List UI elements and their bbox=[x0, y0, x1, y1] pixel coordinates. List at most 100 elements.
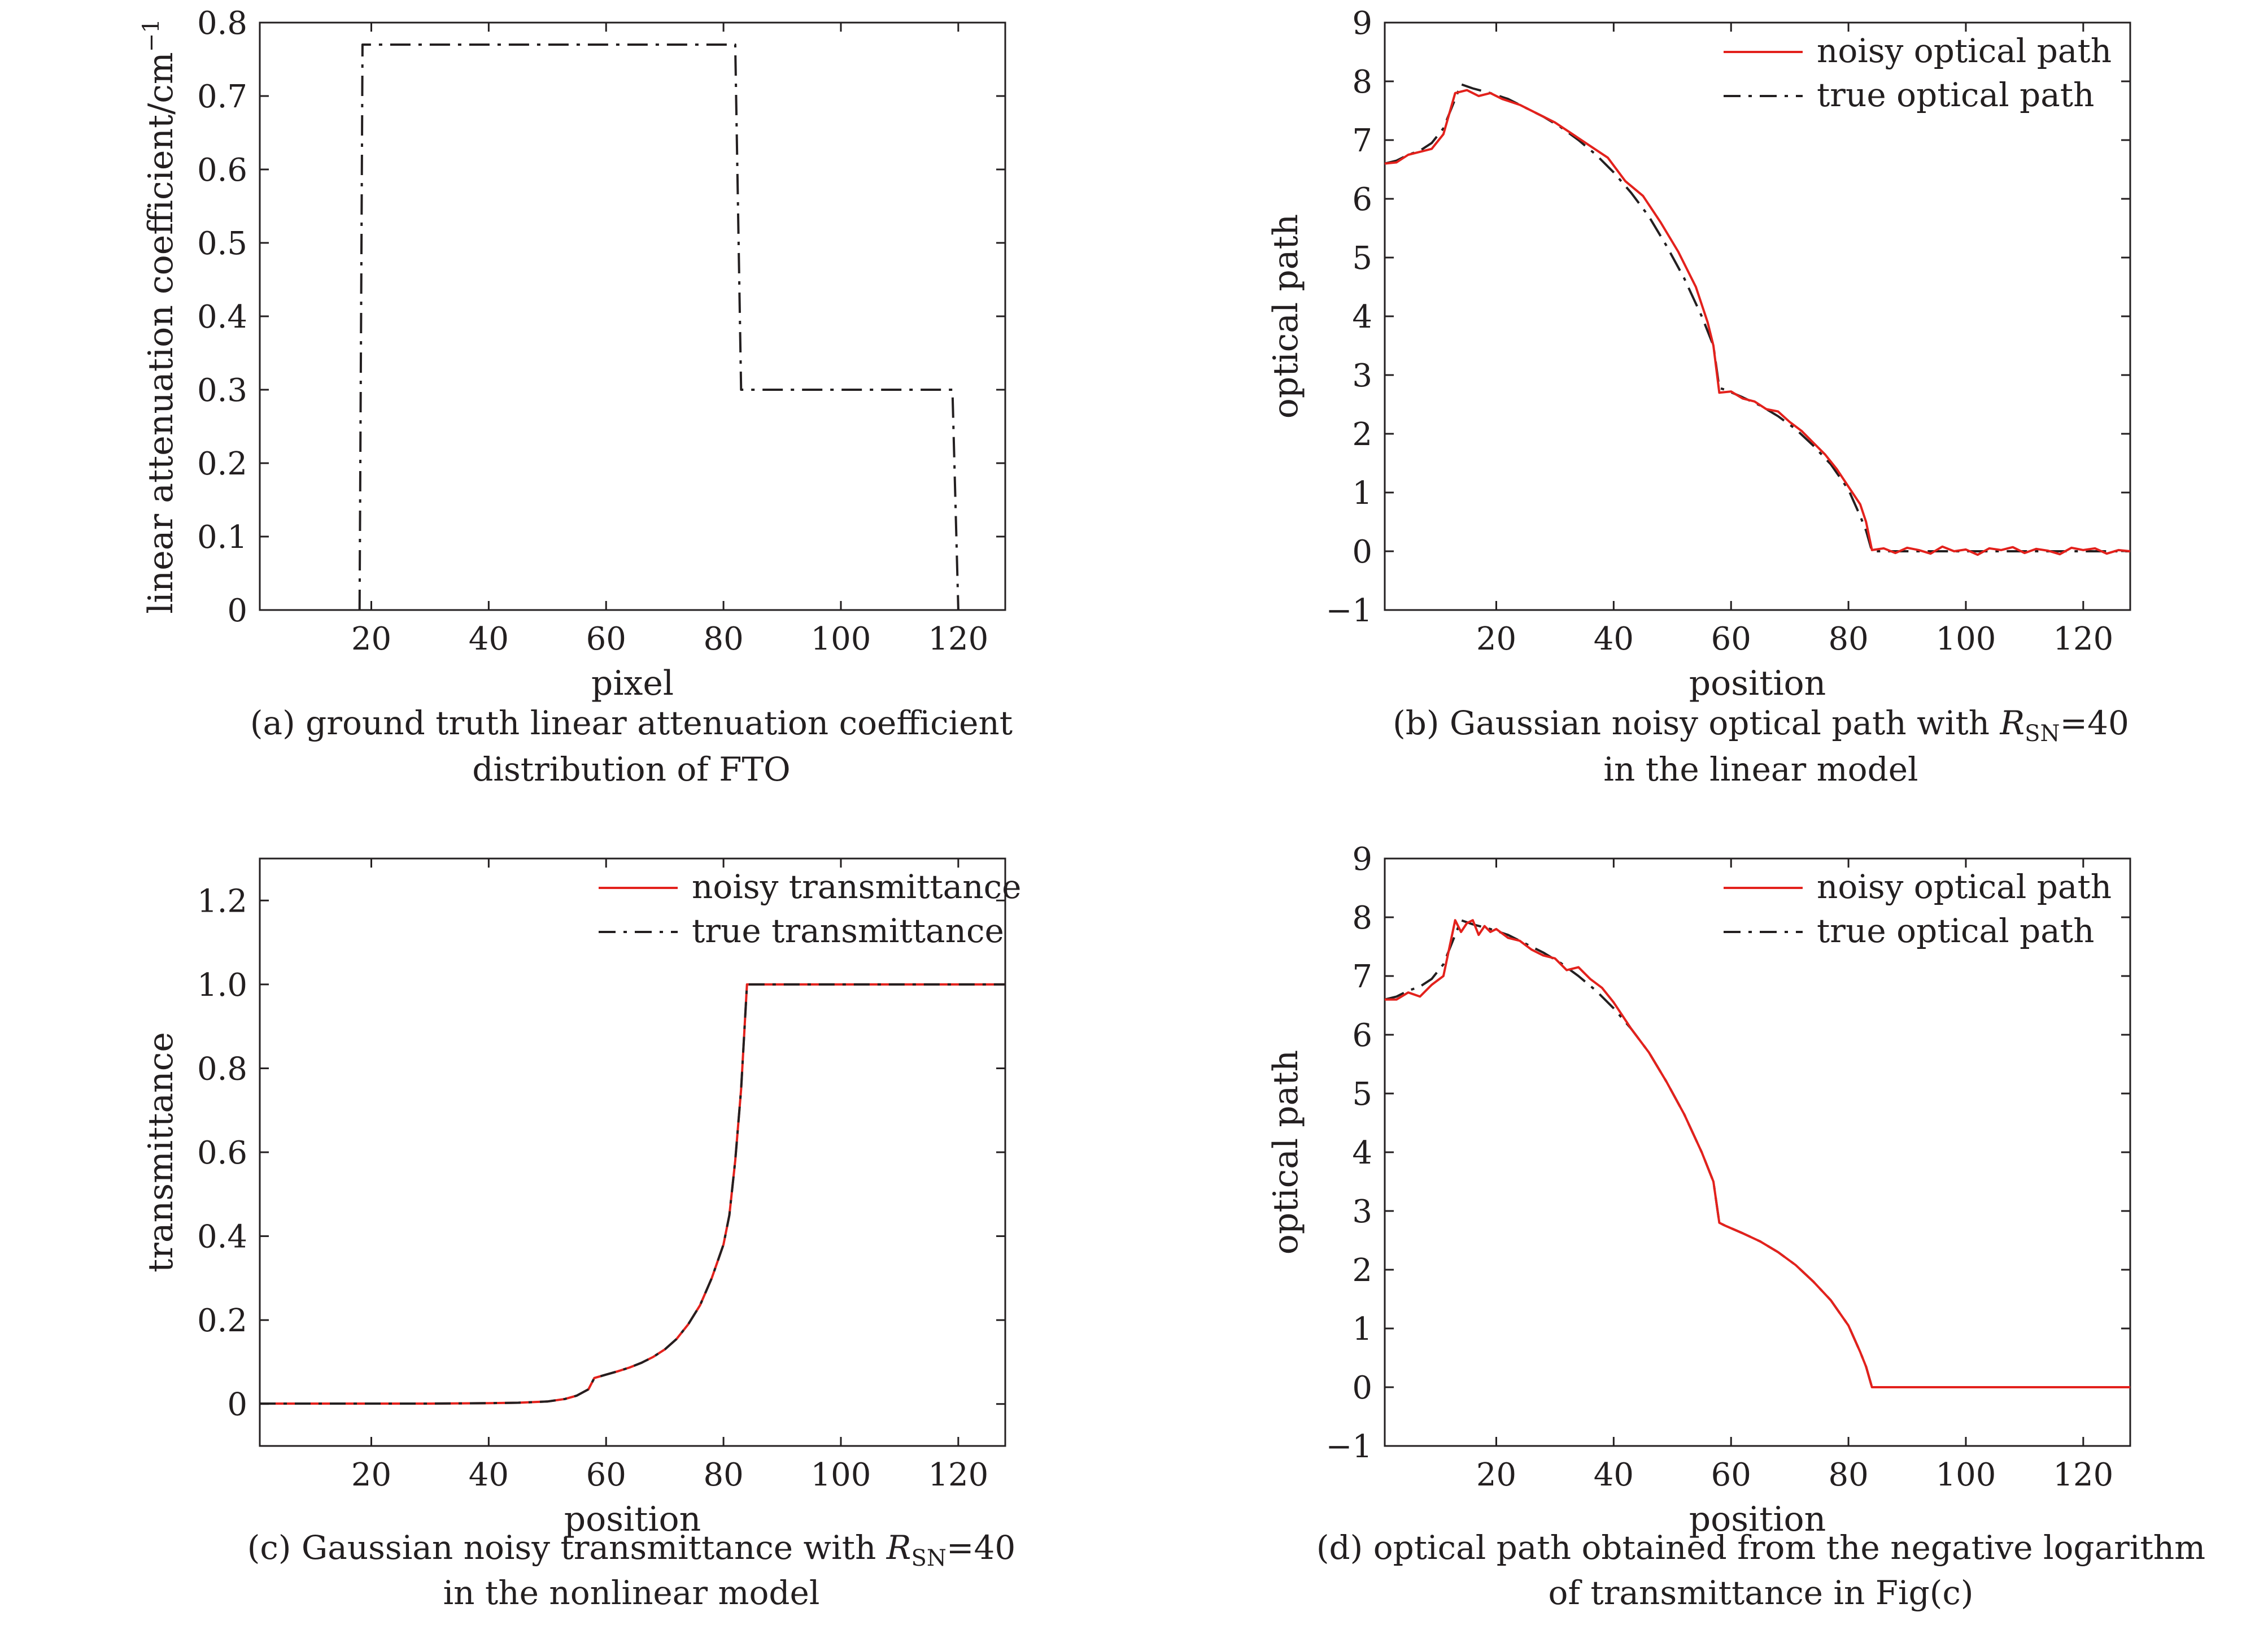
x-tick-label: 100 bbox=[1936, 621, 1996, 657]
y-tick-label: 0.3 bbox=[197, 372, 247, 409]
caption-c-var: R bbox=[886, 1528, 911, 1567]
caption-b-post: =40 bbox=[2060, 704, 2129, 742]
y-tick-label: 1 bbox=[1352, 475, 1372, 512]
plot-b: 20 40 60 80 100 120 −1 0 1 2 3 4 5 6 7 8 9 position optica… bbox=[1266, 5, 2131, 703]
y-tick-label: −1 bbox=[1325, 1428, 1372, 1465]
caption-c-pre: (c) Gaussian noisy transmittance with bbox=[247, 1528, 887, 1567]
y-tick-label: 8 bbox=[1352, 64, 1372, 101]
caption-b-var: R bbox=[1999, 704, 2025, 742]
y-tick-label: 0 bbox=[1352, 534, 1372, 570]
x-tick-label: 20 bbox=[1476, 1457, 1516, 1493]
y-tick-label: 0 bbox=[227, 1387, 247, 1423]
y-axis-label-superscript: −1 bbox=[138, 19, 164, 52]
x-tick-label: 100 bbox=[811, 621, 871, 657]
caption-b-line2: in the linear model bbox=[1603, 750, 1918, 788]
x-tick-label: 80 bbox=[703, 621, 743, 657]
plot-c: 20 40 60 80 100 120 0 0.2 0.4 0.6 0.8 1.0 1.2 positio… bbox=[141, 857, 1021, 1539]
caption-c-line2: in the nonlinear model bbox=[443, 1574, 820, 1612]
legend-label: true transmittance bbox=[692, 912, 1004, 950]
panel-c: 20 40 60 80 100 120 0 0.2 0.4 0.6 0.8 1.0 1.2 positio… bbox=[141, 857, 1021, 1612]
x-tick-label: 60 bbox=[1711, 1457, 1751, 1493]
y-tick-label: 1.2 bbox=[197, 883, 247, 920]
y-tick-label: 6 bbox=[1352, 181, 1372, 218]
caption-d-line2: of transmittance in Fig(c) bbox=[1549, 1574, 1974, 1612]
x-tick-label: 40 bbox=[1594, 1457, 1634, 1493]
y-tick-label: 5 bbox=[1352, 240, 1372, 277]
y-axis-label: optical path bbox=[1266, 214, 1306, 419]
y-tick-label: 4 bbox=[1352, 299, 1372, 336]
series-line-noisy-optical-path bbox=[1384, 89, 2131, 556]
plot-d: 20 40 60 80 100 120 −1 0 1 2 3 4 5 6 7 8 9 position optica… bbox=[1266, 841, 2131, 1539]
legend-label: noisy optical path bbox=[1817, 32, 2112, 70]
series-line-true-optical-path bbox=[1384, 83, 2130, 552]
panel-d: 20 40 60 80 100 120 −1 0 1 2 3 4 5 6 7 8 9 position optica… bbox=[1266, 841, 2205, 1612]
axes-frame-a bbox=[259, 21, 1006, 611]
y-tick-label: 0.8 bbox=[197, 5, 247, 42]
caption-b-sub: SN bbox=[2025, 721, 2060, 747]
y-axis-label: linear attenuation coefficient/cm−1 bbox=[138, 19, 181, 614]
panel-b: 20 40 60 80 100 120 −1 0 1 2 3 4 5 6 7 8 9 position optica… bbox=[1266, 5, 2131, 788]
series-line-profile bbox=[358, 43, 959, 611]
y-tick-label: 0.7 bbox=[197, 79, 247, 115]
x-tick-label: 20 bbox=[351, 621, 391, 657]
caption-c-post: =40 bbox=[947, 1528, 1015, 1567]
x-tick-label: 40 bbox=[469, 1457, 509, 1493]
y-tick-label: 6 bbox=[1352, 1017, 1372, 1054]
x-tick-label: 80 bbox=[1828, 1457, 1868, 1493]
y-tick-label: 7 bbox=[1352, 959, 1372, 995]
x-tick-label: 100 bbox=[811, 1457, 871, 1493]
y-tick-label: 7 bbox=[1352, 123, 1372, 159]
x-tick-label: 20 bbox=[1476, 621, 1516, 657]
y-tick-label: 4 bbox=[1352, 1135, 1372, 1171]
y-tick-label: 9 bbox=[1352, 5, 1372, 42]
x-tick-label: 40 bbox=[1594, 621, 1634, 657]
x-tick-label: 100 bbox=[1936, 1457, 1996, 1493]
y-tick-label: 1.0 bbox=[197, 967, 247, 1004]
y-tick-label: 3 bbox=[1352, 358, 1372, 394]
y-tick-label: 0.6 bbox=[197, 152, 247, 189]
x-tick-label: 120 bbox=[928, 1457, 988, 1493]
caption-a-line2: distribution of FTO bbox=[472, 750, 790, 788]
x-tick-label: 120 bbox=[928, 621, 988, 657]
y-axis-label: transmittance bbox=[141, 1032, 181, 1273]
y-tick-label: 2 bbox=[1352, 1252, 1372, 1289]
caption-d-line1: (d) optical path obtained from the negat… bbox=[1316, 1528, 2205, 1567]
y-tick-label: 0.4 bbox=[197, 299, 247, 336]
x-tick-label: 40 bbox=[469, 621, 509, 657]
y-tick-label: 3 bbox=[1352, 1193, 1372, 1230]
y-tick-label: 0.2 bbox=[197, 1302, 247, 1339]
series-line-true-transmittance bbox=[260, 983, 1005, 1405]
y-tick-label: 0.2 bbox=[197, 446, 247, 482]
y-tick-label: 9 bbox=[1352, 841, 1372, 878]
x-tick-label: 60 bbox=[586, 621, 626, 657]
y-tick-label: 5 bbox=[1352, 1076, 1372, 1113]
x-tick-label: 120 bbox=[2053, 621, 2113, 657]
plot-a: 20 40 60 80 100 120 0 0.1 0.2 0.3 0.4 0.5 0.6 0.7 0.8 p… bbox=[138, 5, 1006, 703]
y-tick-label: 0 bbox=[227, 593, 247, 629]
series-line-true-optical-path bbox=[1384, 919, 2130, 1388]
panel-a: 20 40 60 80 100 120 0 0.1 0.2 0.3 0.4 0.5 0.6 0.7 0.8 p… bbox=[138, 5, 1013, 788]
legend-label: true optical path bbox=[1817, 76, 2094, 114]
legend-label: true optical path bbox=[1817, 912, 2094, 950]
x-axis-label: pixel bbox=[591, 664, 674, 703]
legend-label: noisy optical path bbox=[1817, 868, 2112, 906]
y-axis-label: optical path bbox=[1266, 1050, 1306, 1254]
x-tick-label: 80 bbox=[1828, 621, 1868, 657]
y-tick-label: 0.4 bbox=[197, 1219, 247, 1256]
y-tick-label: 1 bbox=[1352, 1311, 1372, 1348]
caption-c-line1: (c) Gaussian noisy transmittance with RS… bbox=[247, 1528, 1016, 1571]
x-tick-label: 60 bbox=[1711, 621, 1751, 657]
y-tick-label: 0 bbox=[1352, 1370, 1372, 1406]
x-tick-label: 120 bbox=[2053, 1457, 2113, 1493]
x-axis-label: position bbox=[1689, 1500, 1826, 1539]
series-line-noisy-transmittance bbox=[260, 983, 1005, 1405]
caption-b-line1: (b) Gaussian noisy optical path with RSN… bbox=[1393, 704, 2129, 747]
x-tick-label: 60 bbox=[586, 1457, 626, 1493]
y-tick-label: 0.1 bbox=[197, 519, 247, 556]
x-tick-label: 20 bbox=[351, 1457, 391, 1493]
caption-b-pre: (b) Gaussian noisy optical path with bbox=[1393, 704, 2000, 742]
y-tick-label: 2 bbox=[1352, 416, 1372, 453]
y-tick-label: 0.8 bbox=[197, 1051, 247, 1087]
caption-a-line1: (a) ground truth linear attenuation coef… bbox=[250, 704, 1013, 742]
